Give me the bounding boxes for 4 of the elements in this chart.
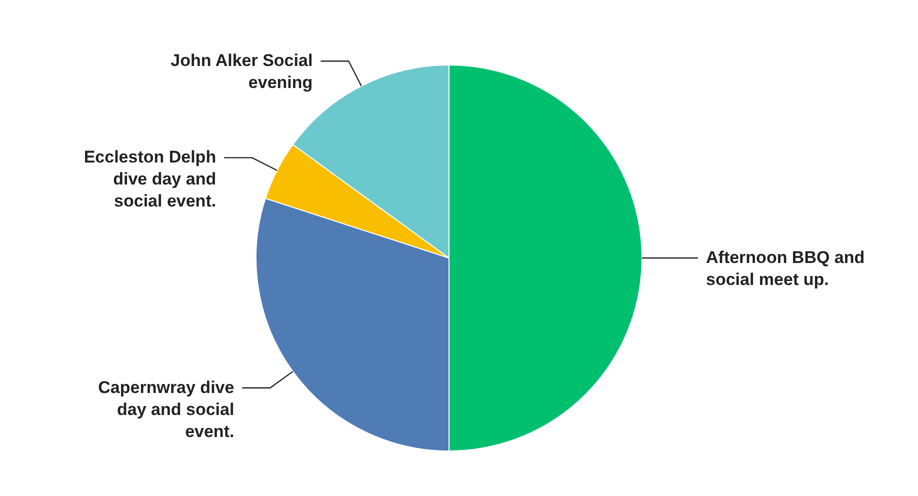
- slice-label: Capernwray dive day and social event.: [98, 378, 234, 441]
- slice-label: Eccleston Delph dive day and social event.: [84, 148, 216, 211]
- slice-label: Afternoon BBQ and social meet up.: [706, 248, 865, 289]
- slice-label: John Alker Social evening: [170, 51, 313, 92]
